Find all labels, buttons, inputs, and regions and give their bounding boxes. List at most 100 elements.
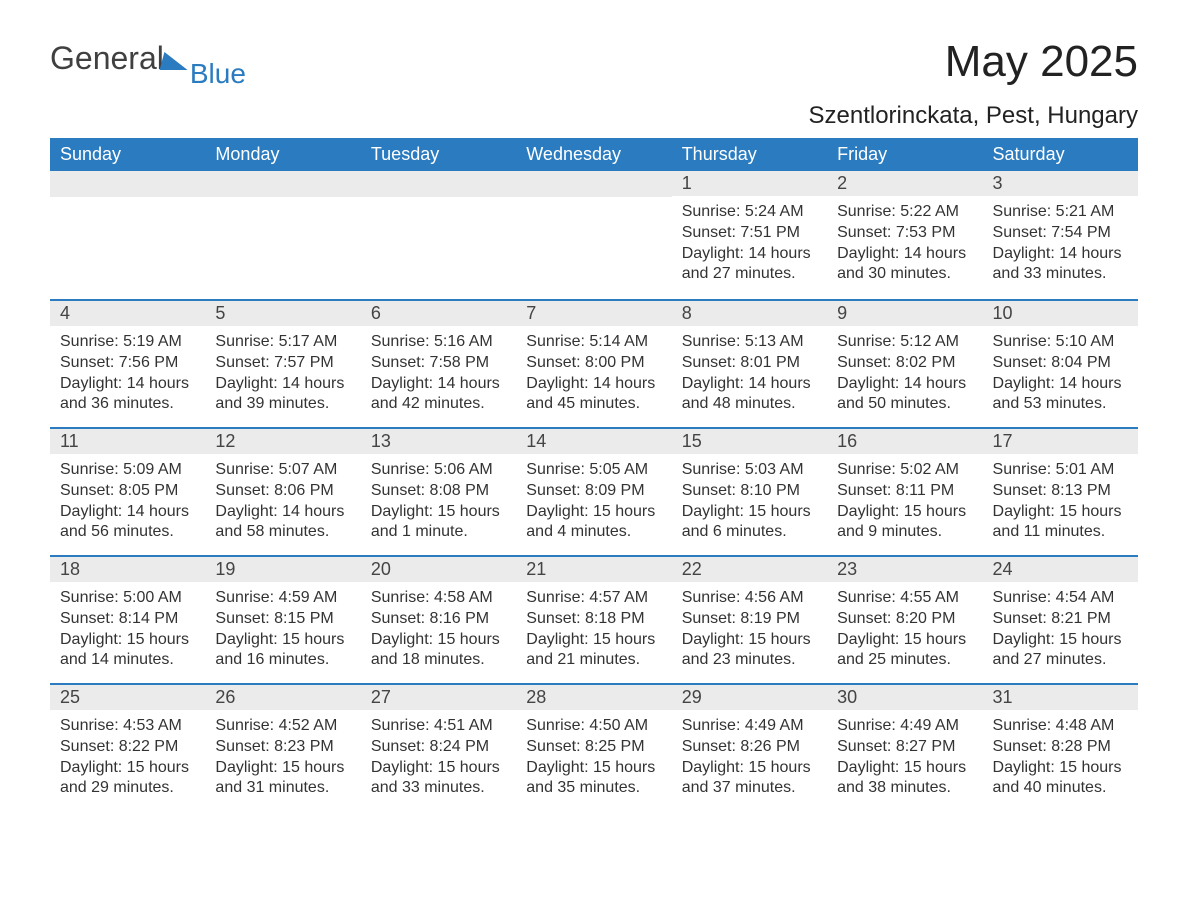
day-cell: 30Sunrise: 4:49 AMSunset: 8:27 PMDayligh… <box>827 683 982 811</box>
day-number: 15 <box>672 429 827 454</box>
calendar-week-row: 18Sunrise: 5:00 AMSunset: 8:14 PMDayligh… <box>50 555 1138 683</box>
daylight-line: Daylight: 15 hours and 25 minutes. <box>837 630 972 672</box>
sunrise-line: Sunrise: 5:07 AM <box>215 460 350 481</box>
sunrise-line: Sunrise: 5:12 AM <box>837 332 972 353</box>
sunrise-line: Sunrise: 5:21 AM <box>993 202 1128 223</box>
day-number: 31 <box>983 685 1138 710</box>
sunset-line: Sunset: 8:10 PM <box>682 481 817 502</box>
day-cell: 7Sunrise: 5:14 AMSunset: 8:00 PMDaylight… <box>516 299 671 427</box>
day-number: 5 <box>205 301 360 326</box>
daylight-line: Daylight: 14 hours and 50 minutes. <box>837 374 972 416</box>
day-cell: 24Sunrise: 4:54 AMSunset: 8:21 PMDayligh… <box>983 555 1138 683</box>
day-details <box>516 197 671 213</box>
sunrise-line: Sunrise: 4:54 AM <box>993 588 1128 609</box>
daylight-line: Daylight: 14 hours and 33 minutes. <box>993 244 1128 286</box>
sunset-line: Sunset: 8:27 PM <box>837 737 972 758</box>
sunset-line: Sunset: 8:16 PM <box>371 609 506 630</box>
sunrise-line: Sunrise: 5:02 AM <box>837 460 972 481</box>
day-details: Sunrise: 4:55 AMSunset: 8:20 PMDaylight:… <box>827 582 982 681</box>
day-number: 19 <box>205 557 360 582</box>
sunset-line: Sunset: 8:15 PM <box>215 609 350 630</box>
location-label: Szentlorinckata, Pest, Hungary <box>809 102 1139 130</box>
sunset-line: Sunset: 8:14 PM <box>60 609 195 630</box>
day-cell <box>516 171 671 299</box>
sunrise-line: Sunrise: 4:49 AM <box>837 716 972 737</box>
sunset-line: Sunset: 8:20 PM <box>837 609 972 630</box>
sunset-line: Sunset: 8:11 PM <box>837 481 972 502</box>
day-details: Sunrise: 5:02 AMSunset: 8:11 PMDaylight:… <box>827 454 982 553</box>
sunrise-line: Sunrise: 4:58 AM <box>371 588 506 609</box>
sunset-line: Sunset: 8:26 PM <box>682 737 817 758</box>
month-title: May 2025 <box>809 40 1139 84</box>
sunset-line: Sunset: 8:06 PM <box>215 481 350 502</box>
header: General Blue May 2025 Szentlorinckata, P… <box>50 40 1138 138</box>
daylight-line: Daylight: 15 hours and 27 minutes. <box>993 630 1128 672</box>
day-number: 2 <box>827 171 982 196</box>
title-block: May 2025 Szentlorinckata, Pest, Hungary <box>809 40 1139 138</box>
daylight-line: Daylight: 15 hours and 31 minutes. <box>215 758 350 800</box>
sunset-line: Sunset: 8:01 PM <box>682 353 817 374</box>
day-number: 24 <box>983 557 1138 582</box>
sunset-line: Sunset: 7:54 PM <box>993 223 1128 244</box>
day-cell: 6Sunrise: 5:16 AMSunset: 7:58 PMDaylight… <box>361 299 516 427</box>
weekday-friday: Friday <box>827 138 982 171</box>
sunrise-line: Sunrise: 5:01 AM <box>993 460 1128 481</box>
sunrise-line: Sunrise: 4:48 AM <box>993 716 1128 737</box>
day-cell: 26Sunrise: 4:52 AMSunset: 8:23 PMDayligh… <box>205 683 360 811</box>
weekday-header-row: Sunday Monday Tuesday Wednesday Thursday… <box>50 138 1138 171</box>
day-number <box>205 171 360 197</box>
logo-triangle-icon <box>159 52 192 70</box>
day-cell: 11Sunrise: 5:09 AMSunset: 8:05 PMDayligh… <box>50 427 205 555</box>
daylight-line: Daylight: 14 hours and 39 minutes. <box>215 374 350 416</box>
weekday-saturday: Saturday <box>983 138 1138 171</box>
sunset-line: Sunset: 8:25 PM <box>526 737 661 758</box>
weekday-tuesday: Tuesday <box>361 138 516 171</box>
weekday-wednesday: Wednesday <box>516 138 671 171</box>
daylight-line: Daylight: 14 hours and 56 minutes. <box>60 502 195 544</box>
sunrise-line: Sunrise: 4:51 AM <box>371 716 506 737</box>
daylight-line: Daylight: 14 hours and 42 minutes. <box>371 374 506 416</box>
day-details: Sunrise: 5:03 AMSunset: 8:10 PMDaylight:… <box>672 454 827 553</box>
day-cell: 20Sunrise: 4:58 AMSunset: 8:16 PMDayligh… <box>361 555 516 683</box>
day-number: 4 <box>50 301 205 326</box>
day-details: Sunrise: 5:07 AMSunset: 8:06 PMDaylight:… <box>205 454 360 553</box>
sunrise-line: Sunrise: 5:00 AM <box>60 588 195 609</box>
day-details: Sunrise: 4:57 AMSunset: 8:18 PMDaylight:… <box>516 582 671 681</box>
day-cell: 13Sunrise: 5:06 AMSunset: 8:08 PMDayligh… <box>361 427 516 555</box>
calendar-week-row: 4Sunrise: 5:19 AMSunset: 7:56 PMDaylight… <box>50 299 1138 427</box>
day-number: 11 <box>50 429 205 454</box>
sunrise-line: Sunrise: 5:03 AM <box>682 460 817 481</box>
day-number: 1 <box>672 171 827 196</box>
day-details: Sunrise: 5:01 AMSunset: 8:13 PMDaylight:… <box>983 454 1138 553</box>
day-details: Sunrise: 5:22 AMSunset: 7:53 PMDaylight:… <box>827 196 982 295</box>
sunset-line: Sunset: 8:13 PM <box>993 481 1128 502</box>
sunset-line: Sunset: 7:57 PM <box>215 353 350 374</box>
day-number: 10 <box>983 301 1138 326</box>
logo-text-general: General <box>50 40 164 77</box>
day-details: Sunrise: 5:09 AMSunset: 8:05 PMDaylight:… <box>50 454 205 553</box>
sunset-line: Sunset: 8:09 PM <box>526 481 661 502</box>
calendar-week-row: 25Sunrise: 4:53 AMSunset: 8:22 PMDayligh… <box>50 683 1138 811</box>
sunset-line: Sunset: 8:28 PM <box>993 737 1128 758</box>
day-details: Sunrise: 4:53 AMSunset: 8:22 PMDaylight:… <box>50 710 205 809</box>
day-cell: 9Sunrise: 5:12 AMSunset: 8:02 PMDaylight… <box>827 299 982 427</box>
day-cell: 14Sunrise: 5:05 AMSunset: 8:09 PMDayligh… <box>516 427 671 555</box>
daylight-line: Daylight: 14 hours and 27 minutes. <box>682 244 817 286</box>
daylight-line: Daylight: 14 hours and 53 minutes. <box>993 374 1128 416</box>
day-number: 28 <box>516 685 671 710</box>
day-cell: 21Sunrise: 4:57 AMSunset: 8:18 PMDayligh… <box>516 555 671 683</box>
sunrise-line: Sunrise: 5:24 AM <box>682 202 817 223</box>
weekday-sunday: Sunday <box>50 138 205 171</box>
day-cell: 16Sunrise: 5:02 AMSunset: 8:11 PMDayligh… <box>827 427 982 555</box>
day-details <box>205 197 360 213</box>
day-details: Sunrise: 4:54 AMSunset: 8:21 PMDaylight:… <box>983 582 1138 681</box>
day-details: Sunrise: 5:21 AMSunset: 7:54 PMDaylight:… <box>983 196 1138 295</box>
day-details: Sunrise: 5:06 AMSunset: 8:08 PMDaylight:… <box>361 454 516 553</box>
daylight-line: Daylight: 15 hours and 18 minutes. <box>371 630 506 672</box>
calendar-page: General Blue May 2025 Szentlorinckata, P… <box>0 0 1188 851</box>
day-number: 29 <box>672 685 827 710</box>
daylight-line: Daylight: 15 hours and 40 minutes. <box>993 758 1128 800</box>
day-cell: 1Sunrise: 5:24 AMSunset: 7:51 PMDaylight… <box>672 171 827 299</box>
sunrise-line: Sunrise: 4:56 AM <box>682 588 817 609</box>
day-details: Sunrise: 4:49 AMSunset: 8:26 PMDaylight:… <box>672 710 827 809</box>
